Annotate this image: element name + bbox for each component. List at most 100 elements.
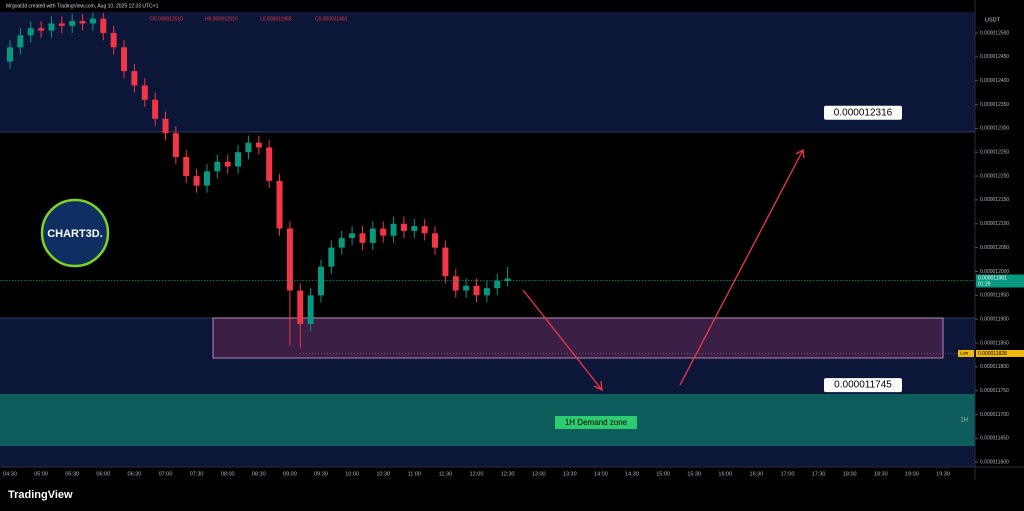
- y-tick-label: 0.000011750: [980, 388, 1009, 394]
- y-tick-label: 0.000011800: [980, 364, 1009, 370]
- candle-body: [359, 233, 366, 243]
- header: Mrgoat3d created with TradingView.com, A…: [6, 3, 159, 9]
- x-tick-label: 19:00: [905, 471, 919, 477]
- candle-body: [183, 156, 190, 177]
- x-tick-label: 13:30: [563, 471, 577, 477]
- candle-body: [203, 171, 210, 186]
- x-tick-label: 08:30: [252, 471, 266, 477]
- zone-label-box: [555, 416, 637, 429]
- candle-body: [452, 276, 459, 291]
- candle-body: [266, 147, 273, 181]
- price-axis: [975, 0, 1024, 480]
- candle-body: [338, 238, 345, 248]
- y-tick-label: 0.000012400: [980, 78, 1009, 84]
- candle-body: [473, 285, 480, 296]
- x-tick-label: 14:30: [625, 471, 639, 477]
- currency: USDT: [985, 17, 1001, 23]
- last-price: 0.000011981: [978, 275, 1007, 281]
- candle-body: [494, 280, 501, 289]
- legend: O0.000012010 H0.000012010 L0.000011968 C0.0…: [150, 16, 348, 22]
- x-tick-label: 18:30: [874, 471, 888, 477]
- arrow-head: [593, 380, 603, 392]
- candle-body: [27, 28, 34, 36]
- x-tick-label: 06:00: [96, 471, 110, 477]
- x-tick-label: 19:30: [936, 471, 950, 477]
- y-tick-label: 0.000012150: [980, 197, 1009, 203]
- y-tick-label: 0.000011650: [980, 436, 1009, 442]
- y-tick-label: 0.000012450: [980, 54, 1009, 60]
- x-tick-label: 10:30: [376, 471, 390, 477]
- candle-body: [131, 71, 138, 86]
- y-tick-label: 0.000011600: [980, 460, 1009, 466]
- target-box: [824, 378, 902, 393]
- candle-body: [38, 28, 45, 31]
- candle-body: [245, 142, 252, 153]
- candle-body: [89, 18, 96, 24]
- y-tick-label: 0.000011900: [980, 316, 1009, 322]
- candle-body: [7, 47, 13, 62]
- last-price-box: [976, 274, 1024, 288]
- x-tick-label: 15:00: [656, 471, 670, 477]
- x-tick-label: 16:00: [718, 471, 732, 477]
- candle-body: [380, 228, 387, 236]
- x-tick-label: 15:30: [687, 471, 701, 477]
- candle-body: [286, 228, 293, 291]
- candle-body: [172, 133, 179, 157]
- brand: TradingView: [8, 489, 73, 501]
- x-tick-label: 13:00: [532, 471, 546, 477]
- x-tick-label: 07:00: [159, 471, 173, 477]
- legend-item: C0.000011981: [315, 16, 348, 22]
- y-tick-label: 0.000012000: [980, 269, 1009, 275]
- x-tick-label: 05:30: [65, 471, 79, 477]
- candle-body: [421, 226, 428, 234]
- x-tick-label: 09:00: [283, 471, 297, 477]
- y-tick-label: 0.000012350: [980, 102, 1009, 108]
- x-tick-label: 12:30: [501, 471, 515, 477]
- y-tick-label: 0.000012300: [980, 126, 1009, 132]
- y-tick-label: 0.000011950: [980, 293, 1009, 299]
- x-tick-label: 10:00: [345, 471, 359, 477]
- low-price: 0.000011828: [978, 351, 1007, 357]
- candle-body: [152, 99, 159, 119]
- y-tick-label: 0.000011850: [980, 340, 1009, 346]
- x-tick-label: 17:30: [812, 471, 826, 477]
- candle-body: [17, 35, 24, 48]
- arrow-down: [522, 289, 603, 391]
- candle-body: [141, 85, 148, 100]
- candle-body: [349, 233, 356, 239]
- x-tick-label: 16:30: [750, 471, 764, 477]
- x-tick-label: 06:30: [128, 471, 142, 477]
- x-tick-label: 08:00: [221, 471, 235, 477]
- candle-body: [463, 285, 470, 291]
- candle-body: [193, 176, 200, 186]
- candle-body: [79, 21, 86, 24]
- y-tick-label: 0.000012250: [980, 150, 1009, 156]
- candle-body: [297, 290, 304, 324]
- target-label: 0.000012316: [834, 107, 893, 118]
- candle-body: [400, 223, 407, 231]
- x-tick-label: 11:00: [408, 471, 421, 477]
- y-tick-label: 0.000011700: [980, 412, 1009, 418]
- candle-body: [69, 21, 76, 26]
- candle-body: [328, 247, 335, 267]
- zone-label: 1H Demand zone: [565, 418, 628, 427]
- x-tick-label: 18:00: [843, 471, 857, 477]
- x-tick-label: 11:30: [439, 471, 452, 477]
- supply-box: [212, 317, 944, 359]
- x-tick-label: 09:30: [314, 471, 328, 477]
- legend-item: H0.000012010: [205, 16, 238, 22]
- countdown: 01:29: [978, 281, 991, 287]
- legend-item: O0.000012010: [150, 16, 183, 22]
- demand-zone: [0, 394, 975, 446]
- candle-body: [432, 233, 439, 248]
- y-tick-label: 0.000012500: [980, 30, 1009, 36]
- candle-body: [121, 47, 128, 72]
- x-tick-label: 17:00: [781, 471, 795, 477]
- arrow-head: [795, 148, 805, 159]
- candle-body: [224, 161, 231, 167]
- arrow-up: [679, 149, 804, 386]
- candle-body: [48, 23, 55, 31]
- candle-body: [235, 152, 242, 167]
- candle-body: [390, 223, 397, 236]
